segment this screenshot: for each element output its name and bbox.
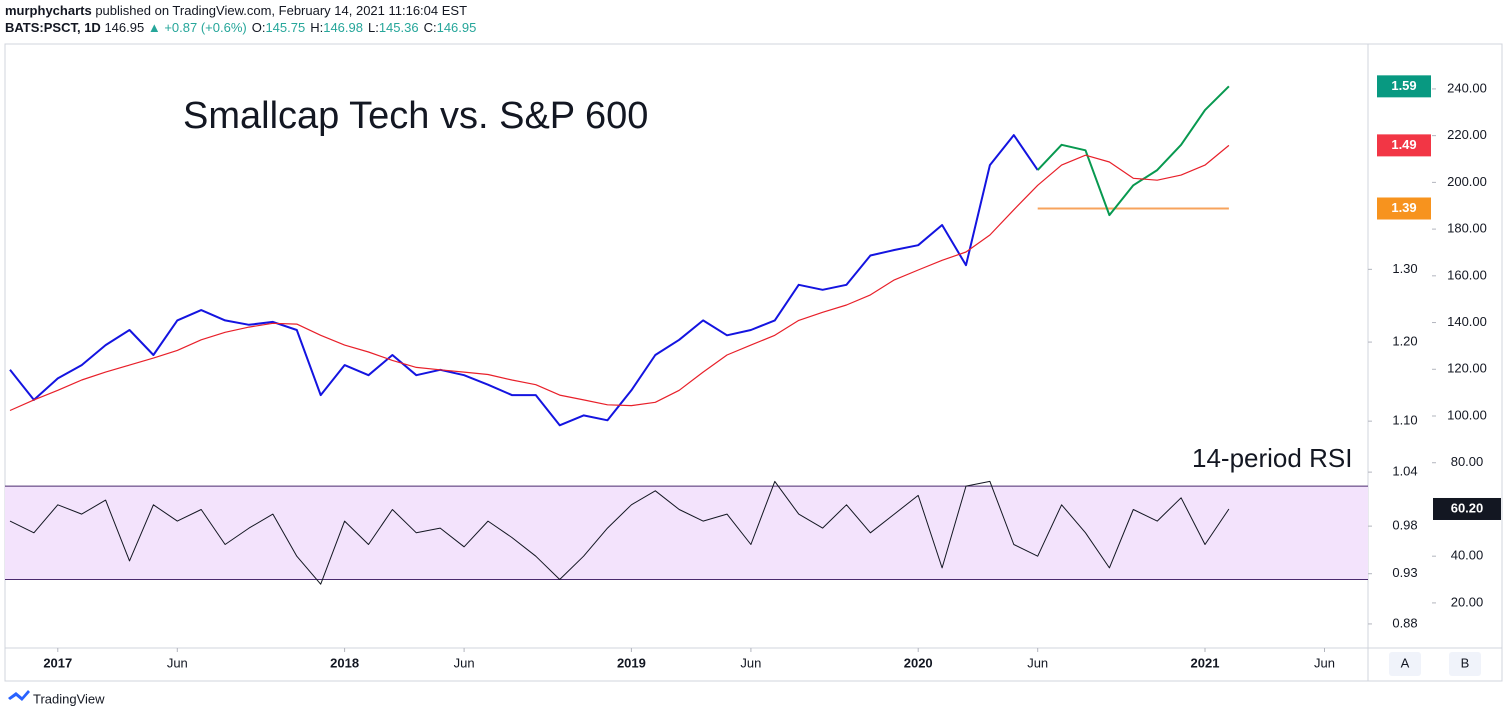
x-tick-label: 2017 bbox=[43, 655, 72, 670]
y2-tick-label: 240.00 bbox=[1447, 80, 1487, 95]
y-tick-label: 1.30 bbox=[1392, 261, 1417, 276]
y-tick-label: 1.20 bbox=[1392, 334, 1417, 349]
price-label: 1.59 bbox=[1391, 78, 1416, 93]
price: 146.95 bbox=[104, 20, 144, 35]
frame bbox=[4, 43, 1503, 682]
price-label-box bbox=[1377, 75, 1431, 98]
y2-tick-label: 40.00 bbox=[1451, 548, 1484, 563]
logo-icon bbox=[8, 690, 30, 701]
series-line bbox=[9, 134, 1039, 427]
y2-tick-label: 20.00 bbox=[1451, 594, 1484, 609]
scale-button[interactable] bbox=[1449, 652, 1481, 676]
y-tick-label: 0.88 bbox=[1392, 615, 1417, 630]
price-label: 60.20 bbox=[1451, 500, 1484, 515]
series-line bbox=[1036, 85, 1230, 217]
y-tick-label: 0.98 bbox=[1392, 518, 1417, 533]
ohlc-value: 146.98 bbox=[323, 20, 363, 35]
ohlc-value: 145.36 bbox=[379, 20, 419, 35]
scale-button-label[interactable]: A bbox=[1401, 655, 1410, 670]
plot-area bbox=[5, 85, 1368, 585]
price-label-box bbox=[1433, 497, 1501, 520]
y-tick-label: 1.04 bbox=[1392, 464, 1417, 479]
symbol: BATS:PSCT, 1D bbox=[5, 20, 101, 35]
price-label-box bbox=[1377, 134, 1431, 157]
header-line2: BATS:PSCT, 1D 146.95 ▲ +0.87 (+0.6%) O:14… bbox=[5, 20, 476, 35]
series-line bbox=[9, 480, 1230, 585]
x-tick-label: 2018 bbox=[330, 655, 359, 670]
y-tick-label: 1.10 bbox=[1392, 413, 1417, 428]
x-tick-label: 2021 bbox=[1191, 655, 1220, 670]
footer-brand: TradingView bbox=[33, 691, 105, 706]
x-tick-label: Jun bbox=[740, 655, 761, 670]
price-label: 1.39 bbox=[1391, 200, 1416, 215]
annotation: Smallcap Tech vs. S&P 600 bbox=[183, 95, 648, 137]
x-tick-label: Jun bbox=[1314, 655, 1335, 670]
ohlc-value: 145.75 bbox=[265, 20, 305, 35]
publisher: murphycharts bbox=[5, 3, 92, 18]
y2-tick-label: 140.00 bbox=[1447, 314, 1487, 329]
scale-button-label[interactable]: B bbox=[1461, 655, 1470, 670]
y2-tick-label: 160.00 bbox=[1447, 267, 1487, 282]
ohlc-value: 146.95 bbox=[437, 20, 477, 35]
series-line bbox=[9, 144, 1230, 412]
x-tick-label: Jun bbox=[1027, 655, 1048, 670]
tv-logo bbox=[8, 690, 30, 701]
x-tick-label: Jun bbox=[167, 655, 188, 670]
x-tick-label: 2020 bbox=[904, 655, 933, 670]
published: published on TradingView.com, February 1… bbox=[95, 3, 467, 18]
ohlc-key: O: bbox=[252, 20, 266, 35]
scale-button[interactable] bbox=[1389, 652, 1421, 676]
y2-tick-label: 80.00 bbox=[1451, 454, 1484, 469]
rsi-band-fill bbox=[5, 486, 1368, 580]
ohlc-key: H: bbox=[310, 20, 323, 35]
y2-tick-label: 120.00 bbox=[1447, 361, 1487, 376]
y-tick-label: 0.93 bbox=[1392, 565, 1417, 580]
ohlc-key: C: bbox=[424, 20, 437, 35]
change: ▲ +0.87 (+0.6%) bbox=[148, 20, 247, 35]
y2-tick-label: 220.00 bbox=[1447, 127, 1487, 142]
y2-tick-label: 200.00 bbox=[1447, 174, 1487, 189]
y2-tick-label: 100.00 bbox=[1447, 407, 1487, 422]
price-label: 1.49 bbox=[1391, 137, 1416, 152]
y2-tick-label: 180.00 bbox=[1447, 221, 1487, 236]
x-tick-label: 2019 bbox=[617, 655, 646, 670]
annotation: 14-period RSI bbox=[1192, 443, 1352, 473]
header-line1: murphycharts published on TradingView.co… bbox=[5, 3, 467, 18]
price-label-box bbox=[1377, 197, 1431, 220]
ohlc-key: L: bbox=[368, 20, 379, 35]
x-tick-label: Jun bbox=[454, 655, 475, 670]
